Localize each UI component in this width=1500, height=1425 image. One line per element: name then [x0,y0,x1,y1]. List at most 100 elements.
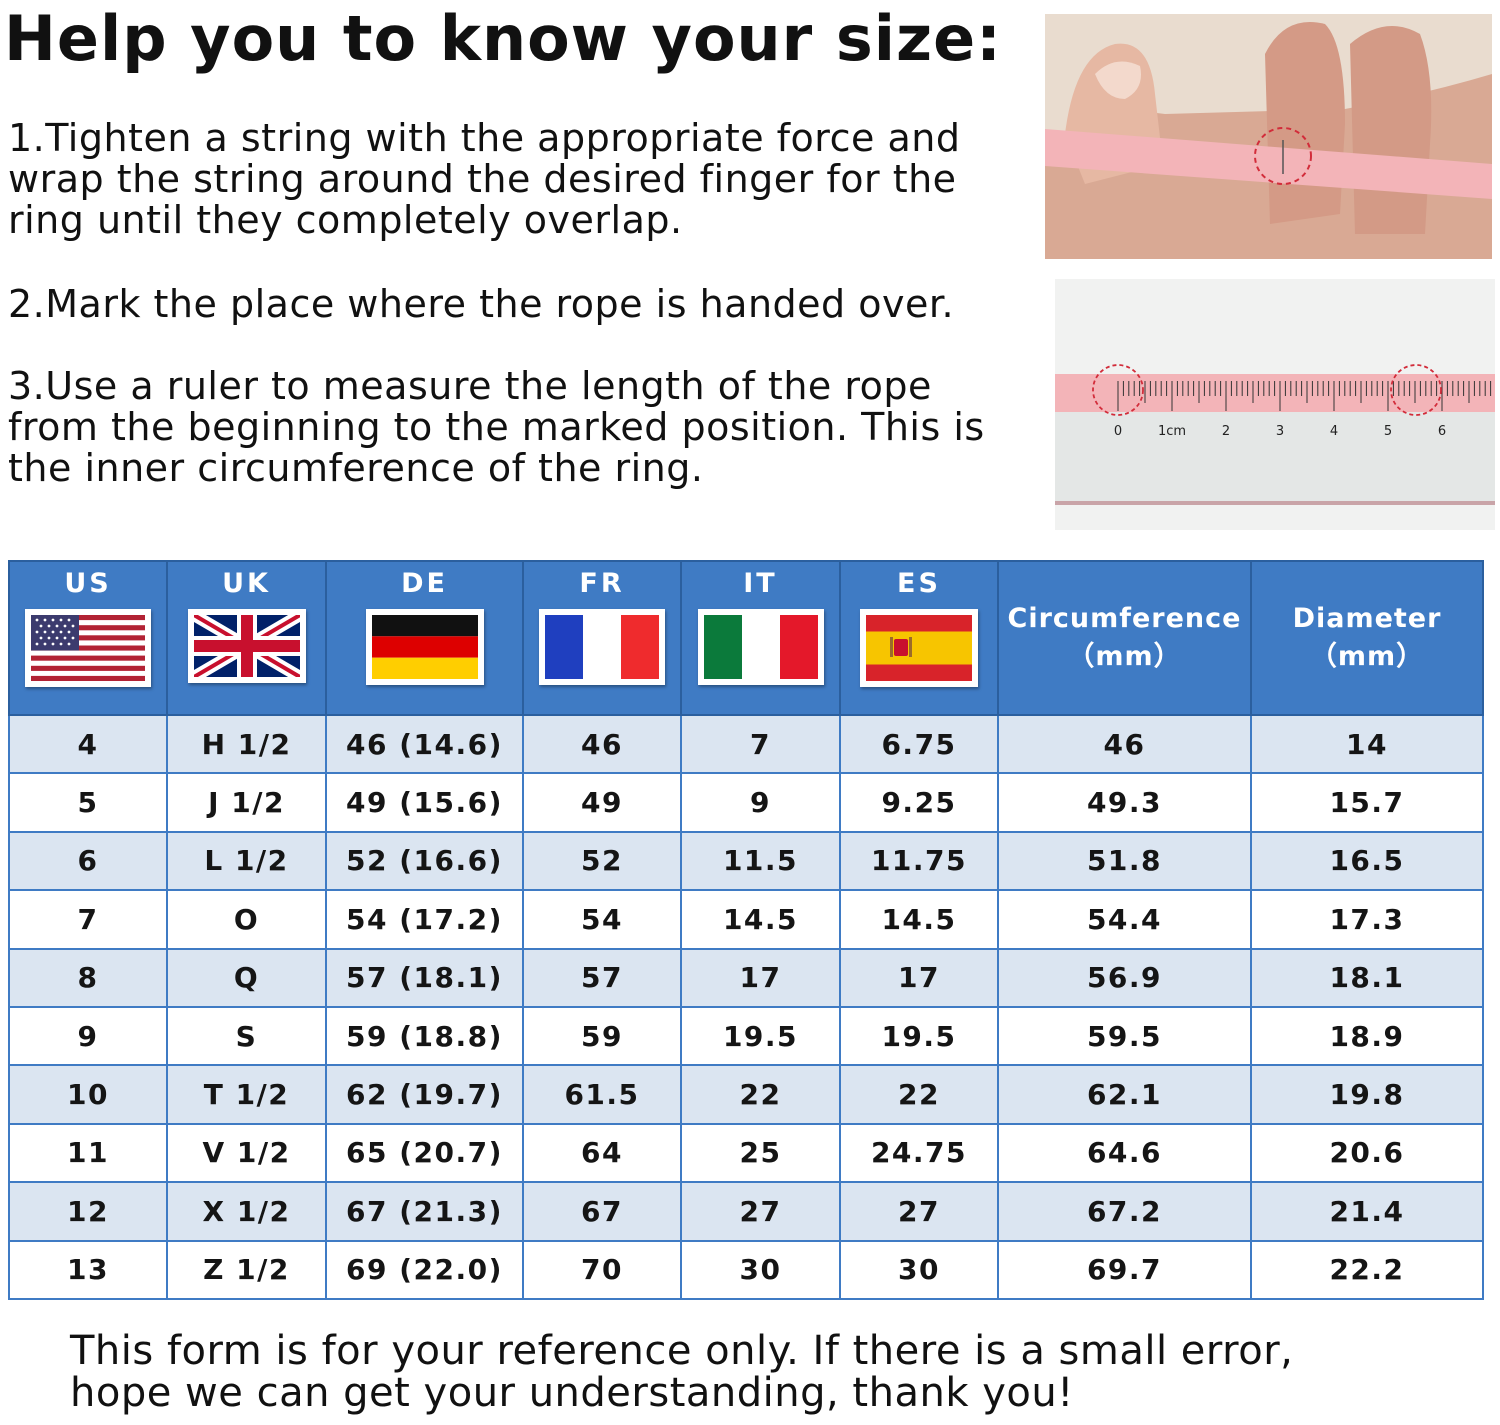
cell-de: 49 (15.6) [325,772,524,833]
table-row: 8 Q 57 (18.1) 57 17 17 56.9 18.1 [8,947,1484,1008]
ruler-label: 3 [1276,424,1284,439]
cell-it: 19.5 [680,1005,841,1067]
cell-us: 8 [8,947,168,1008]
cell-de: 67 (21.3) [325,1181,524,1242]
cell-es: 19.5 [839,1005,999,1067]
table-row: 10 T 1/2 62 (19.7) 61.5 22 22 62.1 19.8 [8,1064,1484,1125]
header-circumference-unit: （mm） [1067,641,1182,672]
cell-diameter: 19.8 [1250,1064,1484,1125]
cell-circumference: 64.6 [997,1122,1252,1184]
cell-circumference: 56.9 [997,947,1252,1008]
header-diameter-label: Diameter [1292,603,1442,634]
cell-it: 7 [680,713,841,775]
cell-it: 17 [680,947,841,1008]
cell-fr: 52 [522,830,682,892]
cell-fr: 64 [522,1122,682,1184]
cell-de: 62 (19.7) [325,1064,524,1125]
header-es: ES [839,560,999,716]
cell-uk: Q [166,947,327,1008]
cell-diameter: 15.7 [1250,772,1484,833]
cell-fr: 57 [522,947,682,1008]
cell-us: 5 [8,772,168,833]
cell-es: 14.5 [839,889,999,950]
cell-de: 52 (16.6) [325,830,524,892]
table-row: 11 V 1/2 65 (20.7) 64 25 24.75 64.6 20.6 [8,1122,1484,1184]
table-header-row: US [8,560,1484,716]
header-de: DE [325,560,524,716]
cell-de: 59 (18.8) [325,1005,524,1067]
cell-de: 54 (17.2) [325,889,524,950]
cell-circumference: 51.8 [997,830,1252,892]
header-circumference: Circumference （mm） [997,560,1252,716]
table-row: 13 Z 1/2 69 (22.0) 70 30 30 69.7 22.2 [8,1239,1484,1301]
header-uk: UK [166,560,327,716]
cell-uk: X 1/2 [166,1181,327,1242]
cell-es: 30 [839,1239,999,1301]
cell-fr: 59 [522,1005,682,1067]
cell-uk: J 1/2 [166,772,327,833]
cell-de: 69 (22.0) [325,1239,524,1301]
header-us: US [8,560,168,716]
step-3-text: 3.Use a ruler to measure the length of t… [8,364,985,490]
cell-fr: 46 [522,713,682,775]
cell-circumference: 69.7 [997,1239,1252,1301]
cell-es: 9.25 [839,772,999,833]
step-2-text: 2.Mark the place where the rope is hande… [8,282,955,326]
cell-us: 12 [8,1181,168,1242]
cell-diameter: 20.6 [1250,1122,1484,1184]
cell-us: 11 [8,1122,168,1184]
header-de-label: DE [401,568,448,599]
germany-flag-icon [365,609,484,685]
header-uk-label: UK [222,568,271,599]
table-row: 9 S 59 (18.8) 59 19.5 19.5 59.5 18.9 [8,1005,1484,1067]
cell-fr: 54 [522,889,682,950]
cell-uk: T 1/2 [166,1064,327,1125]
ruler-label: 6 [1438,424,1446,439]
cell-circumference: 67.2 [997,1181,1252,1242]
cell-diameter: 17.3 [1250,889,1484,950]
cell-uk: L 1/2 [166,830,327,892]
cell-de: 46 (14.6) [325,713,524,775]
spain-flag-icon [860,609,978,687]
ruler-label: 5 [1384,424,1392,439]
cell-uk: V 1/2 [166,1122,327,1184]
header-it-label: IT [743,568,778,599]
cell-it: 14.5 [680,889,841,950]
disclaimer-line-2: hope we can get your understanding, than… [70,1370,1074,1416]
cell-it: 11.5 [680,830,841,892]
cell-it: 9 [680,772,841,833]
cell-us: 10 [8,1064,168,1125]
us-flag-icon [25,609,151,687]
cell-fr: 49 [522,772,682,833]
page-title: Help you to know your size: [4,2,1002,75]
cell-it: 30 [680,1239,841,1301]
cell-diameter: 18.9 [1250,1005,1484,1067]
ruler-label: 2 [1222,424,1230,439]
cell-fr: 70 [522,1239,682,1301]
cell-diameter: 16.5 [1250,830,1484,892]
header-diameter: Diameter （mm） [1250,560,1484,716]
ring-size-table: US [8,560,1484,1301]
cell-es: 6.75 [839,713,999,775]
italy-flag-icon [697,609,824,685]
cell-us: 9 [8,1005,168,1067]
cell-diameter: 22.2 [1250,1239,1484,1301]
cell-circumference: 54.4 [997,889,1252,950]
uk-flag-icon [187,609,306,683]
ruler-measuring-photo: 0 1cm 2 3 4 5 6 [1055,279,1495,530]
cell-us: 7 [8,889,168,950]
finger-measuring-photo [1045,14,1492,259]
header-us-label: US [64,568,112,599]
cell-it: 25 [680,1122,841,1184]
ruler-label: 4 [1330,424,1338,439]
ruler-label: 1cm [1158,424,1186,439]
cell-uk: H 1/2 [166,713,327,775]
cell-es: 24.75 [839,1122,999,1184]
cell-us: 4 [8,713,168,775]
cell-de: 57 (18.1) [325,947,524,1008]
cell-circumference: 62.1 [997,1064,1252,1125]
cell-uk: Z 1/2 [166,1239,327,1301]
cell-es: 27 [839,1181,999,1242]
